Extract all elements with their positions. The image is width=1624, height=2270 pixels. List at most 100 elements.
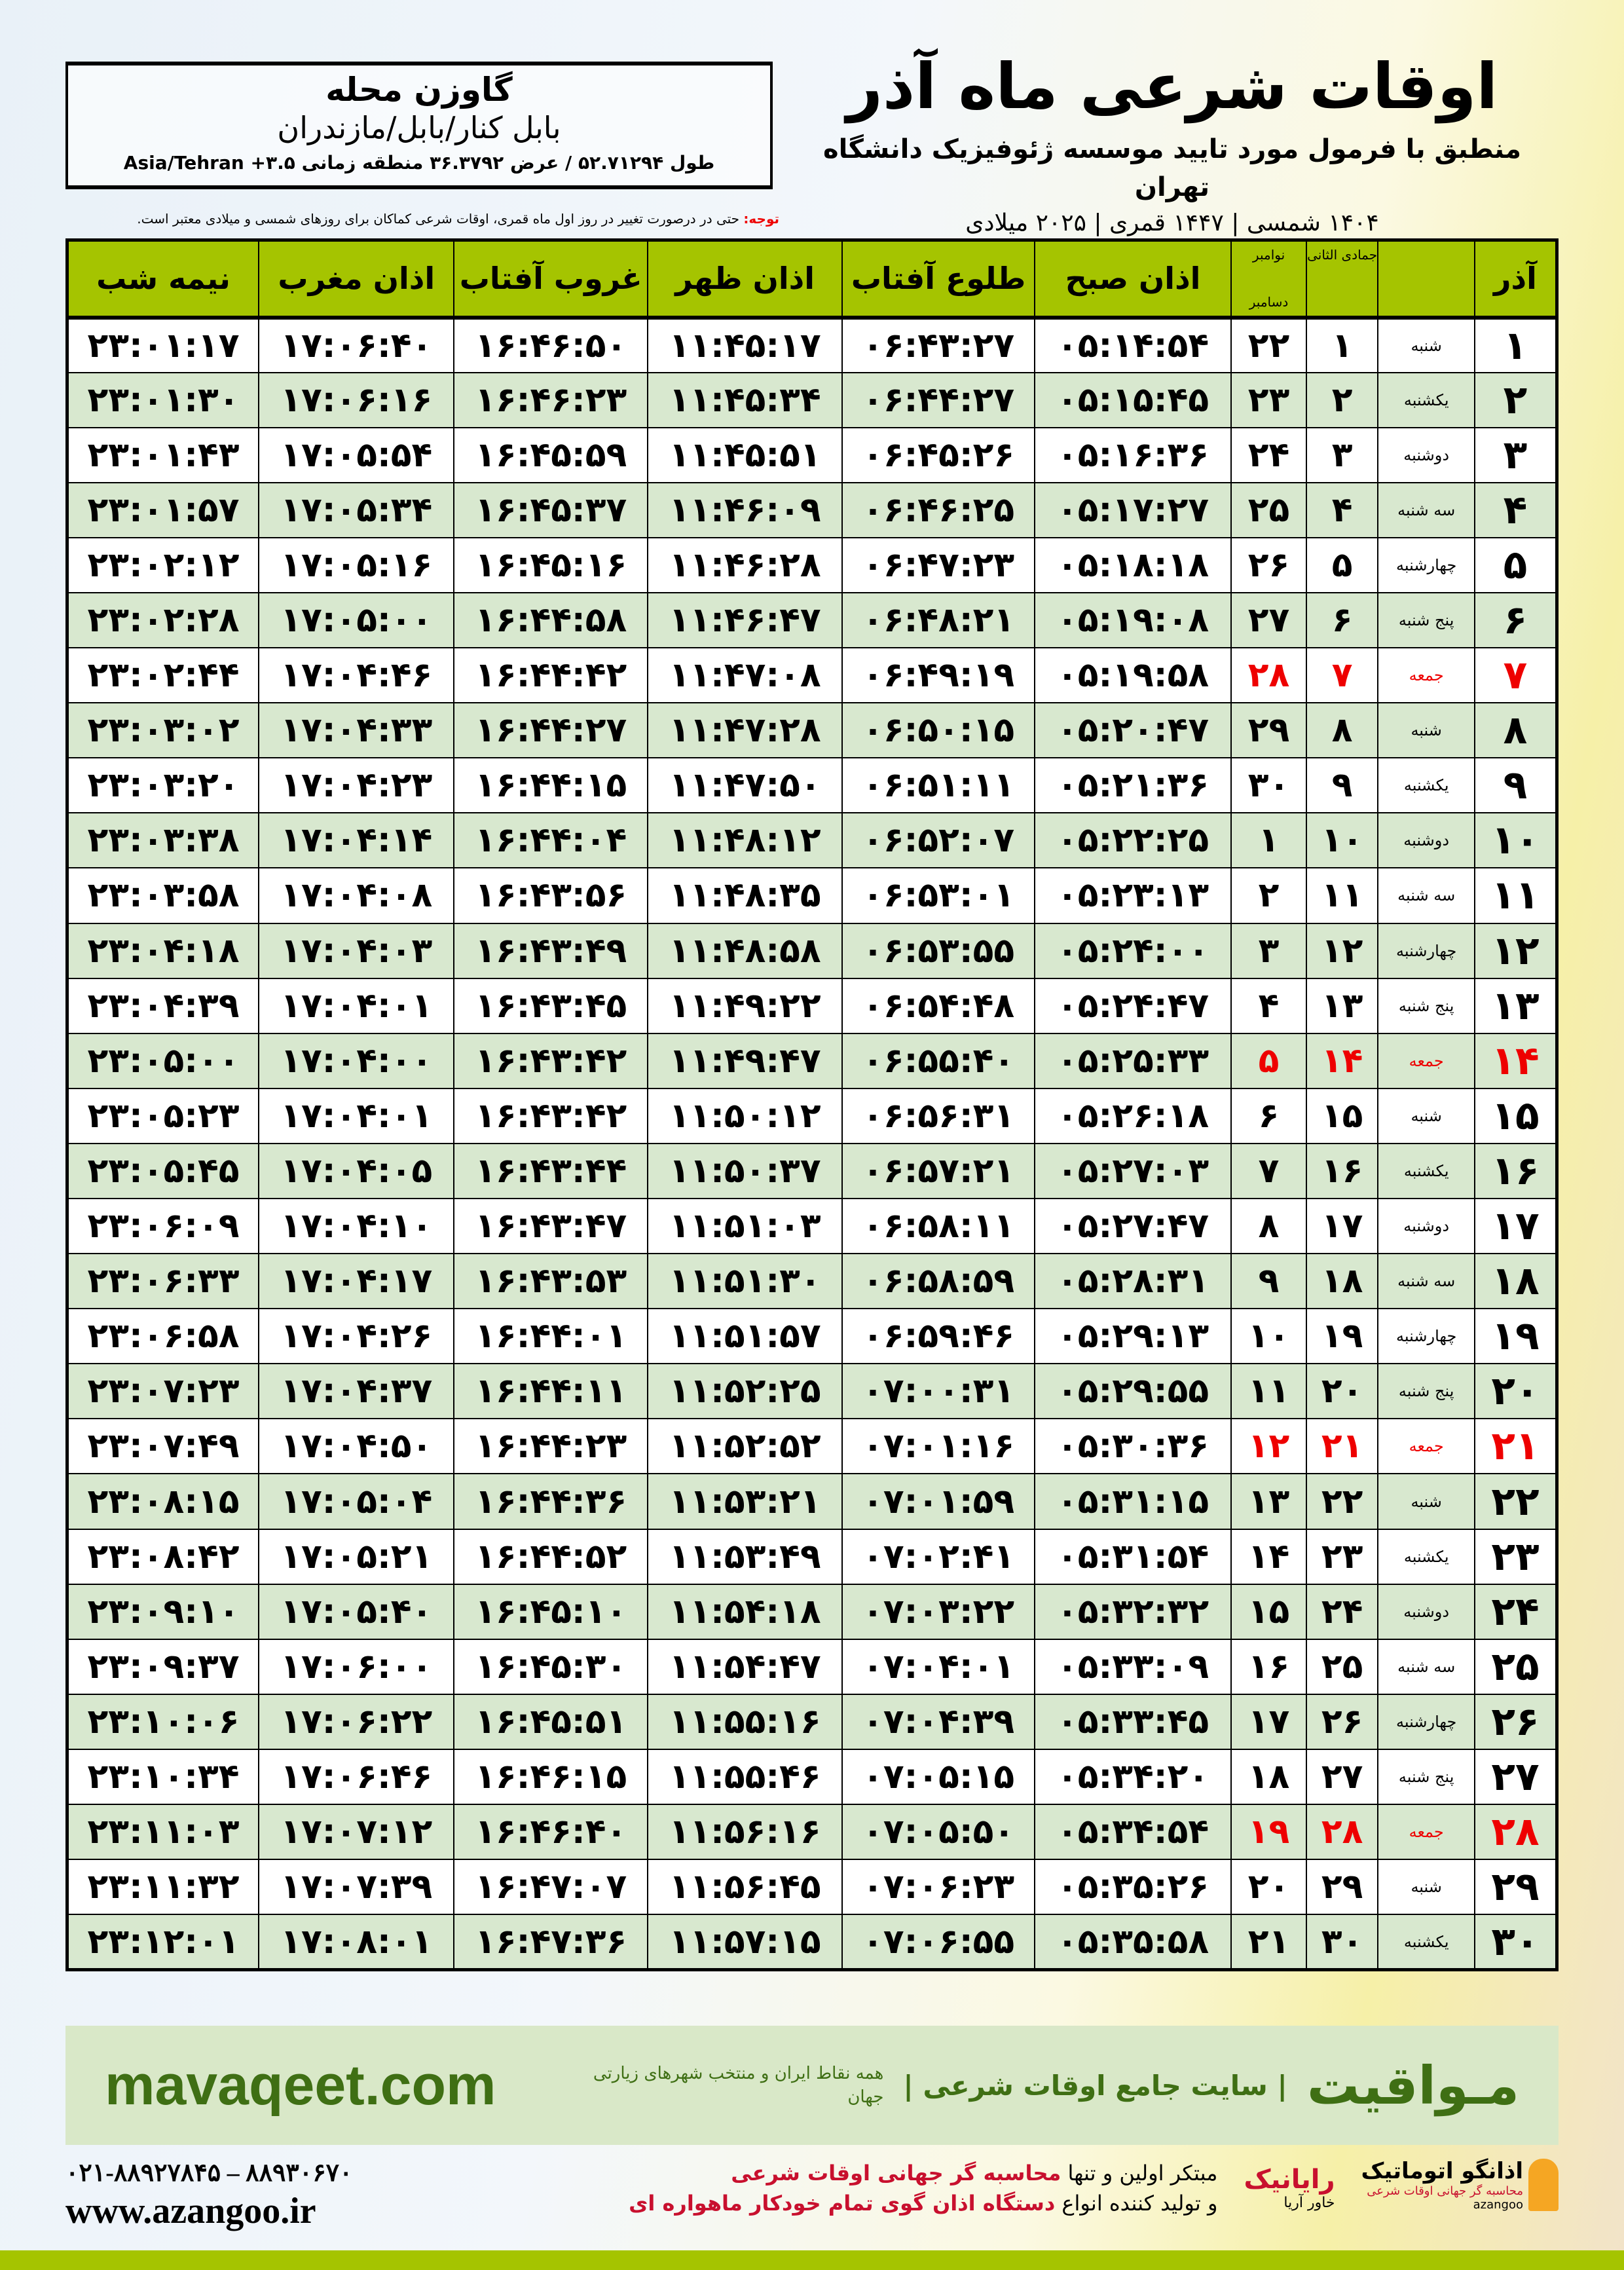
cell-december-day: ۱۱ bbox=[1230, 1363, 1307, 1420]
cell-nimeh: ۲۳:۰۶:۳۳ bbox=[66, 1253, 260, 1310]
cell-maghreb: ۱۷:۰۴:۱۷ bbox=[258, 1253, 455, 1310]
cell-sobh: ۰۵:۲۷:۰۳ bbox=[1033, 1142, 1232, 1200]
cell-ghorub: ۱۶:۴۵:۳۰ bbox=[453, 1638, 648, 1695]
cell-december-day: ۴ bbox=[1230, 977, 1307, 1034]
cell-day: ۳ bbox=[1473, 426, 1558, 483]
cell-nimeh: ۲۳:۰۲:۴۴ bbox=[66, 647, 260, 704]
cell-zohr: ۱۱:۵۷:۱۵ bbox=[646, 1914, 843, 1971]
cell-day: ۱۷ bbox=[1473, 1197, 1558, 1255]
cell-nimeh: ۲۳:۰۸:۴۲ bbox=[66, 1528, 260, 1585]
cell-nimeh: ۲۳:۰۵:۰۰ bbox=[66, 1032, 260, 1089]
cell-maghreb: ۱۷:۰۶:۱۶ bbox=[258, 371, 455, 428]
cell-tolu: ۰۶:۴۵:۲۶ bbox=[841, 426, 1035, 483]
cell-ghorub: ۱۶:۴۳:۴۲ bbox=[453, 1087, 648, 1144]
cell-zohr: ۱۱:۴۶:۰۹ bbox=[646, 481, 843, 538]
year-info: ۱۴۰۴ شمسی | ۱۴۴۷ قمری | ۲۰۲۵ میلادی bbox=[965, 210, 1379, 236]
cell-jumada-day: ۲۲ bbox=[1305, 1473, 1379, 1530]
table-row: ۹ یکشنبه ۹ ۳۰ ۰۵:۲۱:۳۶ ۰۶:۵۱:۱۱ ۱۱:۴۷:۵۰ ۱۶:۴۴:… bbox=[66, 757, 1558, 814]
cell-maghreb: ۱۷:۰۴:۰۵ bbox=[258, 1142, 455, 1200]
cell-sobh: ۰۵:۳۱:۵۴ bbox=[1033, 1528, 1232, 1585]
cell-zohr: ۱۱:۵۴:۴۷ bbox=[646, 1638, 843, 1695]
cell-sobh: ۰۵:۲۳:۱۳ bbox=[1033, 867, 1232, 924]
cell-sobh: ۰۵:۱۵:۴۵ bbox=[1033, 371, 1232, 428]
cell-zohr: ۱۱:۴۶:۴۷ bbox=[646, 591, 843, 649]
mavaqeet-logo: مـواقیت bbox=[1306, 2055, 1519, 2116]
table-row: ۲۴ دوشنبه ۲۴ ۱۵ ۰۵:۳۲:۳۲ ۰۷:۰۳:۲۲ ۱۱:۵۴:۱۸ ۱۶:۴… bbox=[66, 1583, 1558, 1640]
cell-maghreb: ۱۷:۰۶:۴۰ bbox=[258, 316, 455, 373]
cell-zohr: ۱۱:۴۵:۵۱ bbox=[646, 426, 843, 483]
cell-ghorub: ۱۶:۴۶:۴۰ bbox=[453, 1804, 648, 1861]
cell-maghreb: ۱۷:۰۵:۳۴ bbox=[258, 481, 455, 538]
promo-highlight-1: محاسبه گر جهانی اوقات شرعی bbox=[731, 2161, 1061, 2186]
cell-day: ۲۹ bbox=[1473, 1859, 1558, 1916]
cell-weekday: شنبه bbox=[1377, 1473, 1475, 1530]
cell-maghreb: ۱۷:۰۶:۲۲ bbox=[258, 1693, 455, 1750]
table-row: ۱۱ سه شنبه ۱۱ ۲ ۰۵:۲۳:۱۳ ۰۶:۵۳:۰۱ ۱۱:۴۸:۳۵ ۱۶:۴… bbox=[66, 867, 1558, 924]
table-row: ۲۶ چهارشنبه ۲۶ ۱۷ ۰۵:۳۳:۴۵ ۰۷:۰۴:۳۹ ۱۱:۵۵:۱۶ ۱۶… bbox=[66, 1693, 1558, 1750]
cell-ghorub: ۱۶:۴۳:۴۹ bbox=[453, 922, 648, 979]
cell-ghorub: ۱۶:۴۶:۲۳ bbox=[453, 371, 648, 428]
cell-zohr: ۱۱:۵۵:۱۶ bbox=[646, 1693, 843, 1750]
promo-line-2: و تولید کننده انواع bbox=[1055, 2191, 1218, 2216]
cell-sobh: ۰۵:۲۹:۱۳ bbox=[1033, 1308, 1232, 1365]
cell-zohr: ۱۱:۵۱:۵۷ bbox=[646, 1308, 843, 1365]
cell-weekday: چهارشنبه bbox=[1377, 1693, 1475, 1750]
cell-weekday: پنج شنبه bbox=[1377, 977, 1475, 1034]
cell-tolu: ۰۷:۰۴:۰۱ bbox=[841, 1638, 1035, 1695]
cell-sobh: ۰۵:۳۴:۵۴ bbox=[1033, 1804, 1232, 1861]
cell-ghorub: ۱۶:۴۶:۱۵ bbox=[453, 1748, 648, 1806]
cell-maghreb: ۱۷:۰۵:۰۴ bbox=[258, 1473, 455, 1530]
promo-line-1: مبتکر اولین و تنها bbox=[1061, 2161, 1218, 2186]
cell-ghorub: ۱۶:۴۷:۰۷ bbox=[453, 1859, 648, 1916]
azangoo-website[interactable]: www.azangoo.ir bbox=[65, 2191, 316, 2231]
cell-weekday: سه شنبه bbox=[1377, 867, 1475, 924]
cell-december-day: ۱۲ bbox=[1230, 1418, 1307, 1475]
cell-ghorub: ۱۶:۴۴:۵۸ bbox=[453, 591, 648, 649]
cell-jumada-day: ۱۷ bbox=[1305, 1197, 1379, 1255]
table-row: ۴ سه شنبه ۴ ۲۵ ۰۵:۱۷:۲۷ ۰۶:۴۶:۲۵ ۱۱:۴۶:۰۹ ۱۶:۴۵… bbox=[66, 481, 1558, 538]
cell-weekday: دوشنبه bbox=[1377, 426, 1475, 483]
cell-december-day: ۱۰ bbox=[1230, 1308, 1307, 1365]
cell-day: ۱۸ bbox=[1473, 1253, 1558, 1310]
cell-maghreb: ۱۷:۰۵:۵۴ bbox=[258, 426, 455, 483]
cell-nimeh: ۲۳:۰۱:۵۷ bbox=[66, 481, 260, 538]
cell-maghreb: ۱۷:۰۴:۰۳ bbox=[258, 922, 455, 979]
cell-sobh: ۰۵:۲۵:۳۳ bbox=[1033, 1032, 1232, 1089]
cell-jumada-day: ۱۹ bbox=[1305, 1308, 1379, 1365]
header-zohr: اذان ظهر bbox=[646, 239, 843, 320]
cell-sobh: ۰۵:۱۶:۳۶ bbox=[1033, 426, 1232, 483]
cell-day: ۲۳ bbox=[1473, 1528, 1558, 1585]
table-row: ۲۰ پنج شنبه ۲۰ ۱۱ ۰۵:۲۹:۵۵ ۰۷:۰۰:۳۱ ۱۱:۵۲:۲۵ ۱۶… bbox=[66, 1363, 1558, 1420]
cell-jumada-day: ۲۶ bbox=[1305, 1693, 1379, 1750]
cell-zohr: ۱۱:۵۴:۱۸ bbox=[646, 1583, 843, 1640]
rayanik-logo: رایانیک خاور آریا bbox=[1244, 2158, 1335, 2211]
header-ghorub: غروب آفتاب bbox=[453, 239, 648, 320]
cell-december-day: ۸ bbox=[1230, 1197, 1307, 1255]
cell-december-day: ۳ bbox=[1230, 922, 1307, 979]
cell-nimeh: ۲۳:۰۲:۲۸ bbox=[66, 591, 260, 649]
cell-zohr: ۱۱:۴۷:۵۰ bbox=[646, 757, 843, 814]
cell-day: ۲۲ bbox=[1473, 1473, 1558, 1530]
mavaqeet-url[interactable]: mavaqeet.com bbox=[105, 2053, 496, 2117]
cell-tolu: ۰۶:۴۹:۱۹ bbox=[841, 647, 1035, 704]
cell-nimeh: ۲۳:۰۹:۳۷ bbox=[66, 1638, 260, 1695]
header-azar: آذر bbox=[1473, 239, 1558, 320]
azangoo-name: اذانگو اتوماتیک bbox=[1361, 2158, 1523, 2184]
cell-sobh: ۰۵:۲۴:۰۰ bbox=[1033, 922, 1232, 979]
cell-ghorub: ۱۶:۴۴:۴۲ bbox=[453, 647, 648, 704]
cell-jumada-day: ۴ bbox=[1305, 481, 1379, 538]
azangoo-text: اذانگو اتوماتیک محاسبه گر جهانی اوقات شر… bbox=[1361, 2158, 1523, 2212]
cell-day: ۲۰ bbox=[1473, 1363, 1558, 1420]
cell-day: ۲۴ bbox=[1473, 1583, 1558, 1640]
cell-zohr: ۱۱:۴۸:۳۵ bbox=[646, 867, 843, 924]
cell-tolu: ۰۶:۵۳:۰۱ bbox=[841, 867, 1035, 924]
promo-highlight-2: دستگاه اذان گوی تمام خودکار ماهواره ای bbox=[629, 2191, 1056, 2216]
azangoo-logo: اذانگو اتوماتیک محاسبه گر جهانی اوقات شر… bbox=[1361, 2158, 1559, 2212]
note-label: توجه: bbox=[743, 211, 779, 227]
cell-ghorub: ۱۶:۴۵:۱۰ bbox=[453, 1583, 648, 1640]
cell-tolu: ۰۶:۵۹:۴۶ bbox=[841, 1308, 1035, 1365]
table-row: ۳۰ یکشنبه ۳۰ ۲۱ ۰۵:۳۵:۵۸ ۰۷:۰۶:۵۵ ۱۱:۵۷:۱۵ ۱۶:۴… bbox=[66, 1914, 1558, 1971]
cell-ghorub: ۱۶:۴۴:۱۱ bbox=[453, 1363, 648, 1420]
cell-december-day: ۱۸ bbox=[1230, 1748, 1307, 1806]
cell-day: ۱۴ bbox=[1473, 1032, 1558, 1089]
